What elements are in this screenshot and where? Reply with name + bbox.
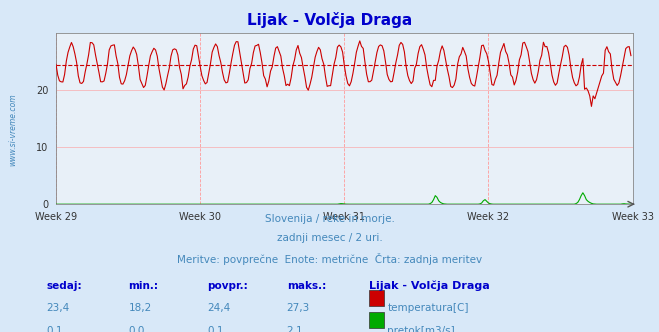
Text: zadnji mesec / 2 uri.: zadnji mesec / 2 uri. <box>277 233 382 243</box>
Text: 23,4: 23,4 <box>46 303 69 313</box>
Text: min.:: min.: <box>129 281 159 290</box>
Text: 2,1: 2,1 <box>287 326 303 332</box>
Text: 0,1: 0,1 <box>208 326 224 332</box>
Text: maks.:: maks.: <box>287 281 326 290</box>
Text: Lijak - Volčja Draga: Lijak - Volčja Draga <box>369 281 490 291</box>
Text: pretok[m3/s]: pretok[m3/s] <box>387 326 455 332</box>
Text: 18,2: 18,2 <box>129 303 152 313</box>
Text: 24,4: 24,4 <box>208 303 231 313</box>
Text: temperatura[C]: temperatura[C] <box>387 303 469 313</box>
Text: 0,1: 0,1 <box>46 326 63 332</box>
Text: 0,0: 0,0 <box>129 326 145 332</box>
Text: Slovenija / reke in morje.: Slovenija / reke in morje. <box>264 214 395 224</box>
Text: sedaj:: sedaj: <box>46 281 82 290</box>
Text: Lijak - Volčja Draga: Lijak - Volčja Draga <box>247 12 412 28</box>
Text: 27,3: 27,3 <box>287 303 310 313</box>
Text: povpr.:: povpr.: <box>208 281 248 290</box>
Text: Meritve: povprečne  Enote: metrične  Črta: zadnja meritev: Meritve: povprečne Enote: metrične Črta:… <box>177 253 482 265</box>
Text: www.si-vreme.com: www.si-vreme.com <box>8 93 17 166</box>
